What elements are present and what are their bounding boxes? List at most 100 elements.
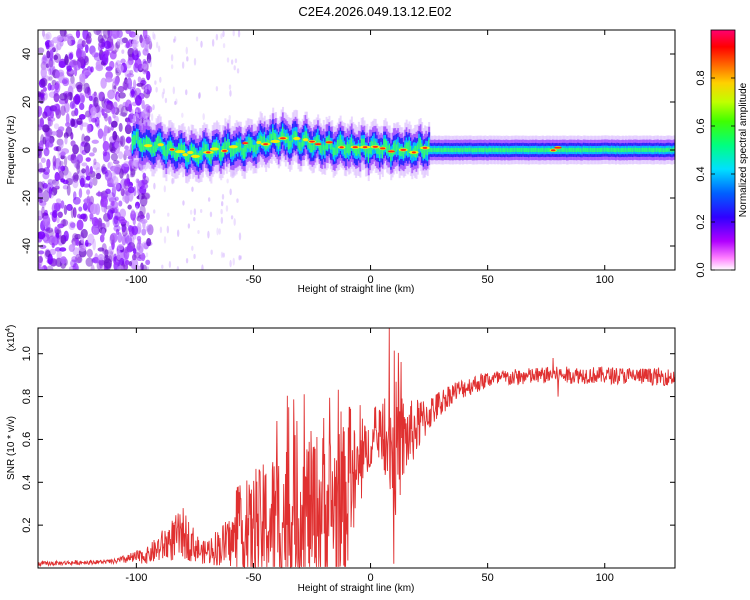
- band-cell: [242, 147, 245, 159]
- noise-blob: [119, 168, 124, 179]
- y-tick-label: 0.2: [21, 517, 33, 532]
- noise-blob: [107, 209, 114, 220]
- noise-blob: [90, 264, 95, 270]
- noise-blob: [124, 145, 129, 151]
- band-cell: [345, 144, 348, 159]
- noise-blob: [62, 35, 71, 42]
- noise-blob: [79, 177, 85, 188]
- noise-blob: [55, 198, 62, 204]
- band-cell: [422, 147, 425, 159]
- noise-blob: [97, 34, 104, 44]
- noise-blob: [40, 93, 44, 99]
- noise-blob: [72, 263, 79, 270]
- band-cell: [203, 142, 206, 152]
- band-cell: [473, 148, 476, 153]
- noise-blob: [228, 84, 232, 90]
- band-cell: [200, 150, 203, 160]
- noise-blob: [70, 118, 76, 127]
- noise-blob: [207, 197, 211, 202]
- noise-blob: [76, 213, 82, 219]
- band-cell: [180, 143, 183, 153]
- noise-blob: [139, 204, 146, 217]
- band-cell: [445, 147, 448, 152]
- band-cell: [525, 147, 528, 153]
- noise-blob: [155, 41, 159, 49]
- noise-blob: [111, 30, 120, 39]
- noise-blob: [49, 110, 54, 119]
- band-cell: [481, 148, 484, 153]
- band-cell: [204, 144, 207, 152]
- band-cell: [398, 147, 401, 156]
- band-cell: [393, 142, 396, 155]
- band-cell: [464, 147, 467, 152]
- noise-blob: [48, 137, 54, 148]
- noise-blob: [86, 123, 92, 134]
- noise-blob: [128, 190, 134, 203]
- band-cell: [390, 151, 393, 162]
- noise-blob: [113, 160, 120, 165]
- band-cell: [332, 147, 335, 157]
- noise-blob: [65, 126, 73, 137]
- band-cell: [349, 140, 352, 154]
- band-hotspot-core: [352, 146, 358, 149]
- band-cell: [173, 148, 176, 159]
- band-cell: [592, 148, 595, 153]
- spectrogram-y-ticks: -40 -20 0 20 40: [21, 48, 675, 254]
- noise-blob: [81, 133, 86, 145]
- noise-blob: [92, 238, 96, 251]
- noise-blob: [55, 247, 61, 252]
- band-cell: [248, 137, 251, 149]
- band-cell: [582, 147, 585, 152]
- noise-blob: [53, 103, 61, 112]
- noise-blob: [121, 37, 129, 44]
- noise-blob: [116, 64, 124, 73]
- band-cell: [339, 135, 342, 148]
- band-cell: [605, 147, 608, 152]
- band-cell: [397, 142, 400, 151]
- band-cell: [137, 131, 140, 145]
- noise-blob: [143, 244, 147, 250]
- band-cell: [638, 148, 641, 153]
- noise-blob: [107, 162, 111, 168]
- noise-blob: [146, 52, 152, 64]
- noise-blob: [56, 249, 62, 261]
- band-cell: [185, 152, 188, 161]
- band-cell: [230, 147, 233, 158]
- band-cell: [131, 136, 134, 151]
- snr-y-ticks: 0.2 0.4 0.6 0.8 1.0: [21, 346, 675, 533]
- band-cell: [450, 147, 453, 153]
- noise-blob: [45, 63, 50, 68]
- band-cell: [544, 148, 547, 153]
- band-cell: [515, 147, 518, 152]
- band-cell: [581, 148, 584, 153]
- noise-blob: [229, 188, 232, 196]
- noise-blob: [229, 89, 232, 97]
- noise-blob: [62, 184, 69, 190]
- noise-blob: [131, 101, 138, 107]
- noise-blob: [146, 45, 150, 51]
- band-cell: [436, 148, 439, 153]
- band-hotspot-core: [309, 140, 316, 143]
- noise-blob: [101, 163, 107, 176]
- noise-blob: [70, 75, 75, 84]
- band-cell: [210, 150, 213, 164]
- band-cell: [522, 147, 525, 152]
- noise-blob: [72, 207, 77, 218]
- noise-blob: [104, 101, 108, 113]
- noise-blob: [89, 195, 95, 206]
- noise-blob: [88, 111, 92, 123]
- noise-blob: [47, 116, 51, 121]
- band-cell: [626, 148, 629, 153]
- band-cell: [152, 145, 155, 154]
- noise-blob: [182, 200, 185, 206]
- noise-blob: [142, 193, 150, 200]
- band-cell: [527, 148, 530, 153]
- band-cell: [637, 148, 640, 153]
- band-cell: [149, 141, 152, 153]
- noise-blob: [130, 88, 135, 98]
- noise-blob: [72, 60, 79, 66]
- band-cell: [665, 147, 668, 152]
- noise-blob: [110, 165, 117, 172]
- noise-blob: [85, 257, 94, 267]
